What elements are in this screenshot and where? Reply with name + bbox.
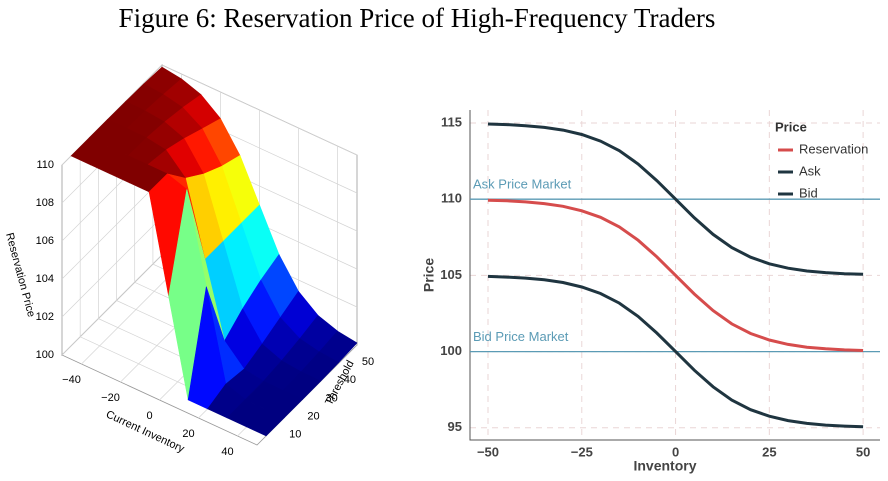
x-tick-label: −50 [477,444,499,459]
y-axis-label: Price [421,258,437,292]
y-tick-label: 110 [441,191,462,206]
z-tick-label: 106 [36,235,54,247]
x-tick-label: −25 [571,444,593,459]
legend-title: Price [775,119,807,134]
x-axis-label: Inventory [633,458,696,474]
figure-title: Figure 6: Reservation Price of High-Freq… [119,3,716,33]
legend-label: Reservation [799,141,868,156]
z-tick-label: 102 [36,311,54,323]
y-tick-label: 100 [440,343,462,358]
z-tick-label: 108 [36,197,54,209]
z-tick-label: 104 [36,273,54,285]
line-series [487,122,864,276]
x-tick-label: 20 [182,428,194,440]
z-axis-label: Reservation Price [3,231,37,318]
reference-label: Bid Price Market [473,329,569,344]
y-tick-label: 40 [344,374,356,386]
legend-label: Ask [799,163,821,178]
y-tick-label: 10 [289,429,301,441]
x-tick-label: 0 [146,410,152,422]
y-tick-label: 20 [307,411,319,423]
reference-label: Ask Price Market [473,177,572,192]
y-tick-label: 115 [441,114,462,129]
axis-line [469,110,880,441]
x-tick-label: 50 [856,444,870,459]
y-tick-label: 95 [448,419,462,434]
x-tick-label: −20 [101,392,120,404]
line-series [487,274,864,429]
x-tick-label: 0 [672,444,679,459]
y-tick-label: 50 [362,356,374,368]
x-tick-label: −40 [62,374,81,386]
z-tick-label: 110 [36,159,54,171]
line-series [487,198,864,352]
z-tick-label: 100 [36,349,54,361]
x-tick-label: 25 [762,444,776,459]
legend-label: Bid [799,185,818,200]
surface-cell [246,408,285,437]
x-tick-label: 40 [221,446,233,458]
y-tick-label: 105 [440,267,462,282]
x-axis-label: Current Inventory [104,409,187,456]
y-tick-label: 30 [326,392,338,404]
